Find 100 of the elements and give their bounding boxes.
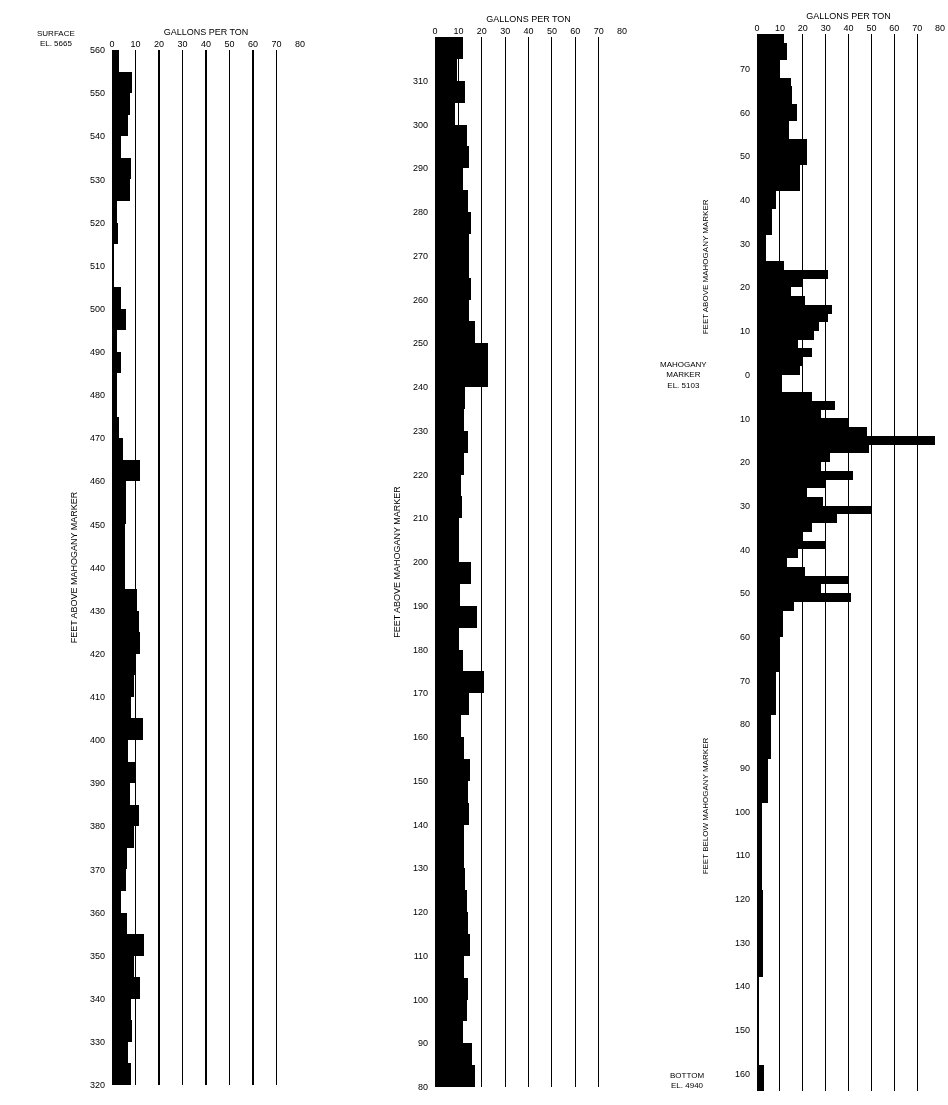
y-tick-label: 510: [89, 260, 105, 271]
y-tick-label: 220: [412, 469, 428, 480]
x-tick-label: 60: [889, 23, 900, 34]
y-tick-label: 80: [739, 719, 750, 730]
y-tick-label: 490: [89, 347, 105, 358]
y-tick-label: 320: [89, 1080, 105, 1091]
y-tick-label: 70: [739, 64, 750, 75]
y-tick-label: 350: [89, 950, 105, 961]
y-tick-label: 540: [89, 131, 105, 142]
x-tick-label: 80: [934, 23, 946, 34]
y-tick-label: 210: [412, 513, 428, 524]
x-tick-label: 30: [500, 26, 511, 37]
y-tick-label: 90: [739, 762, 750, 773]
x-tick-label: 70: [271, 39, 282, 50]
y-tick-label: 60: [739, 107, 750, 118]
y-tick-label: 140: [734, 981, 750, 992]
y-tick-label: 100: [734, 806, 750, 817]
x-tick-label: 30: [177, 39, 188, 50]
y-tick-label: 110: [735, 850, 750, 861]
x-tick-label: 70: [593, 26, 604, 37]
y-tick-label: 280: [412, 207, 428, 218]
x-tick-label: 60: [247, 39, 259, 50]
x-tick-label: 50: [866, 23, 877, 34]
y-tick-label: 20: [739, 282, 750, 293]
x-tick-label: 20: [153, 39, 165, 50]
x-tick-label: 80: [616, 26, 628, 37]
text: SURFACE EL. 5665: [37, 29, 75, 49]
text: BOTTOM EL. 4940: [670, 1071, 705, 1091]
y-axis-title: FEET ABOVE MAHOGANY MARKER: [69, 491, 80, 644]
y-tick-label: 300: [412, 119, 428, 130]
y-tick-label: 150: [734, 1025, 750, 1035]
y-tick-label: 340: [89, 993, 105, 1004]
y-tick-label: 160: [734, 1068, 750, 1079]
y-tick-label: 50: [739, 588, 750, 599]
y-tick-label: 230: [412, 425, 428, 436]
x-tick-label: 20: [797, 23, 808, 34]
y-tick-label: 360: [89, 907, 105, 918]
x-tick-label: 80: [294, 39, 306, 50]
x-tick-label: 0: [109, 39, 115, 50]
y-tick-label: 480: [89, 390, 105, 401]
y-tick-label: 110: [413, 950, 428, 961]
y-tick-label: 120: [412, 907, 428, 918]
y-tick-label: 80: [417, 1082, 428, 1093]
y-tick-label: 450: [89, 519, 105, 530]
y-tick-label: 460: [89, 476, 105, 487]
y-axis-title: FEET ABOVE MAHOGANY MARKER: [392, 485, 403, 638]
text: FEET BELOW MAHOGANY MARKER: [701, 737, 711, 875]
x-tick-label: 60: [570, 26, 581, 37]
y-tick-label: 130: [412, 863, 428, 874]
y-tick-label: 150: [412, 775, 428, 786]
y-tick-label: 40: [739, 544, 750, 555]
y-tick-label: 40: [739, 195, 750, 206]
y-tick-label: 520: [89, 217, 105, 228]
y-tick-label: 50: [739, 151, 750, 162]
y-tick-label: 10: [739, 326, 750, 337]
y-tick-label: 70: [739, 675, 750, 686]
x-tick-label: 20: [476, 26, 487, 37]
x-tick-label: 0: [754, 23, 760, 34]
y-tick-label: 390: [89, 778, 105, 789]
x-tick-label: 40: [200, 39, 212, 50]
y-tick-label: 120: [734, 893, 750, 904]
x-tick-label: 0: [432, 26, 438, 37]
x-axis-title: GALLONS PER TON: [163, 26, 249, 37]
y-tick-label: 200: [412, 557, 428, 568]
y-tick-label: 500: [89, 303, 105, 314]
y-tick-label: 90: [417, 1038, 428, 1049]
y-tick-label: 180: [412, 644, 428, 655]
x-tick-label: 30: [820, 23, 831, 34]
y-tick-label: 370: [89, 864, 105, 875]
y-tick-label: 470: [89, 433, 105, 444]
y-tick-label: 400: [89, 735, 105, 746]
y-tick-label: 290: [412, 163, 428, 174]
y-tick-label: 10: [739, 413, 750, 424]
y-tick-label: 0: [744, 369, 750, 380]
y-tick-label: 240: [412, 382, 428, 393]
x-axis-title: GALLONS PER TON: [806, 10, 891, 21]
text: MAHOGANY MARKER EL. 5103: [660, 360, 708, 390]
y-tick-label: 530: [89, 174, 105, 185]
x-tick-label: 50: [224, 39, 235, 50]
y-tick-label: 60: [739, 631, 750, 642]
y-tick-label: 330: [89, 1037, 105, 1048]
y-tick-label: 190: [412, 600, 428, 611]
x-tick-label: 40: [843, 23, 854, 34]
y-tick-label: 260: [412, 294, 428, 305]
y-tick-label: 100: [412, 994, 428, 1005]
x-tick-label: 10: [774, 23, 785, 34]
x-tick-label: 10: [453, 26, 464, 37]
y-tick-label: 140: [412, 819, 428, 830]
x-tick-label: 10: [130, 39, 141, 50]
x-tick-label: 70: [912, 23, 923, 34]
y-tick-label: 30: [739, 500, 750, 511]
x-tick-label: 50: [546, 26, 557, 37]
x-axis-title: GALLONS PER TON: [486, 13, 571, 24]
y-tick-label: 550: [89, 88, 105, 99]
x-tick-label: 40: [523, 26, 534, 37]
y-tick-label: 250: [412, 338, 428, 349]
y-tick-label: 410: [89, 692, 105, 703]
y-tick-label: 20: [739, 457, 750, 468]
text: FEET ABOVE MAHOGANY MARKER: [701, 199, 711, 335]
y-tick-label: 380: [89, 821, 105, 832]
